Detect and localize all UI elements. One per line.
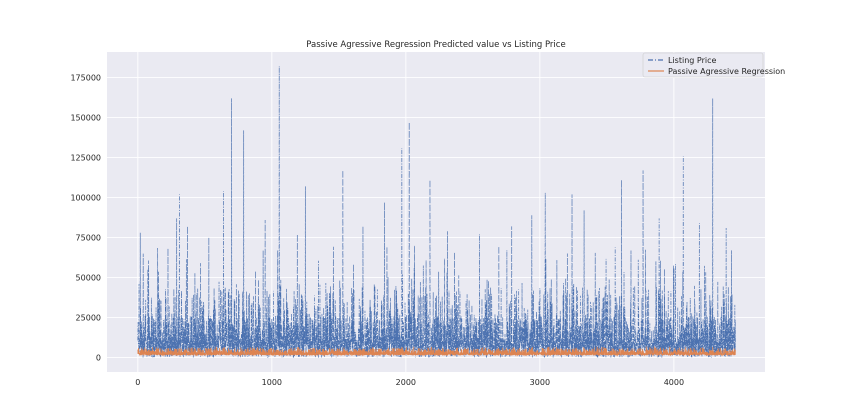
y-tick-label: 100000 <box>70 194 101 203</box>
y-tick-label: 25000 <box>76 314 101 323</box>
y-tick-label: 125000 <box>70 154 101 163</box>
y-tick-label: 175000 <box>70 74 101 83</box>
passive-agressive-regression-line <box>137 346 736 357</box>
y-tick-label: 50000 <box>76 274 101 283</box>
x-tick-label: 3000 <box>530 378 550 387</box>
listing-price-line <box>137 66 736 359</box>
y-tick-label: 0 <box>96 354 101 363</box>
x-axis: 0 1000 2000 3000 4000 <box>135 378 684 387</box>
grid <box>107 52 765 372</box>
legend-box <box>642 52 764 78</box>
x-tick-label: 2000 <box>396 378 416 387</box>
y-axis: 0 25000 50000 75000 100000 125000 150000 175000 <box>70 74 101 363</box>
x-tick-label: 4000 <box>664 378 684 387</box>
x-tick-label: 0 <box>135 378 140 387</box>
x-tick-label: 1000 <box>262 378 282 387</box>
series-passive-agressive-regression <box>137 346 736 357</box>
legend: Listing Price Passive Agressive Regressi… <box>642 52 785 78</box>
y-tick-label: 150000 <box>70 114 101 123</box>
series-listing-price <box>137 66 736 359</box>
y-tick-label: 75000 <box>76 234 101 243</box>
legend-label-passive-agressive-regression: Passive Agressive Regression <box>668 67 785 76</box>
chart-title: Passive Agressive Regression Predicted v… <box>306 40 565 50</box>
legend-label-listing-price: Listing Price <box>668 56 716 65</box>
